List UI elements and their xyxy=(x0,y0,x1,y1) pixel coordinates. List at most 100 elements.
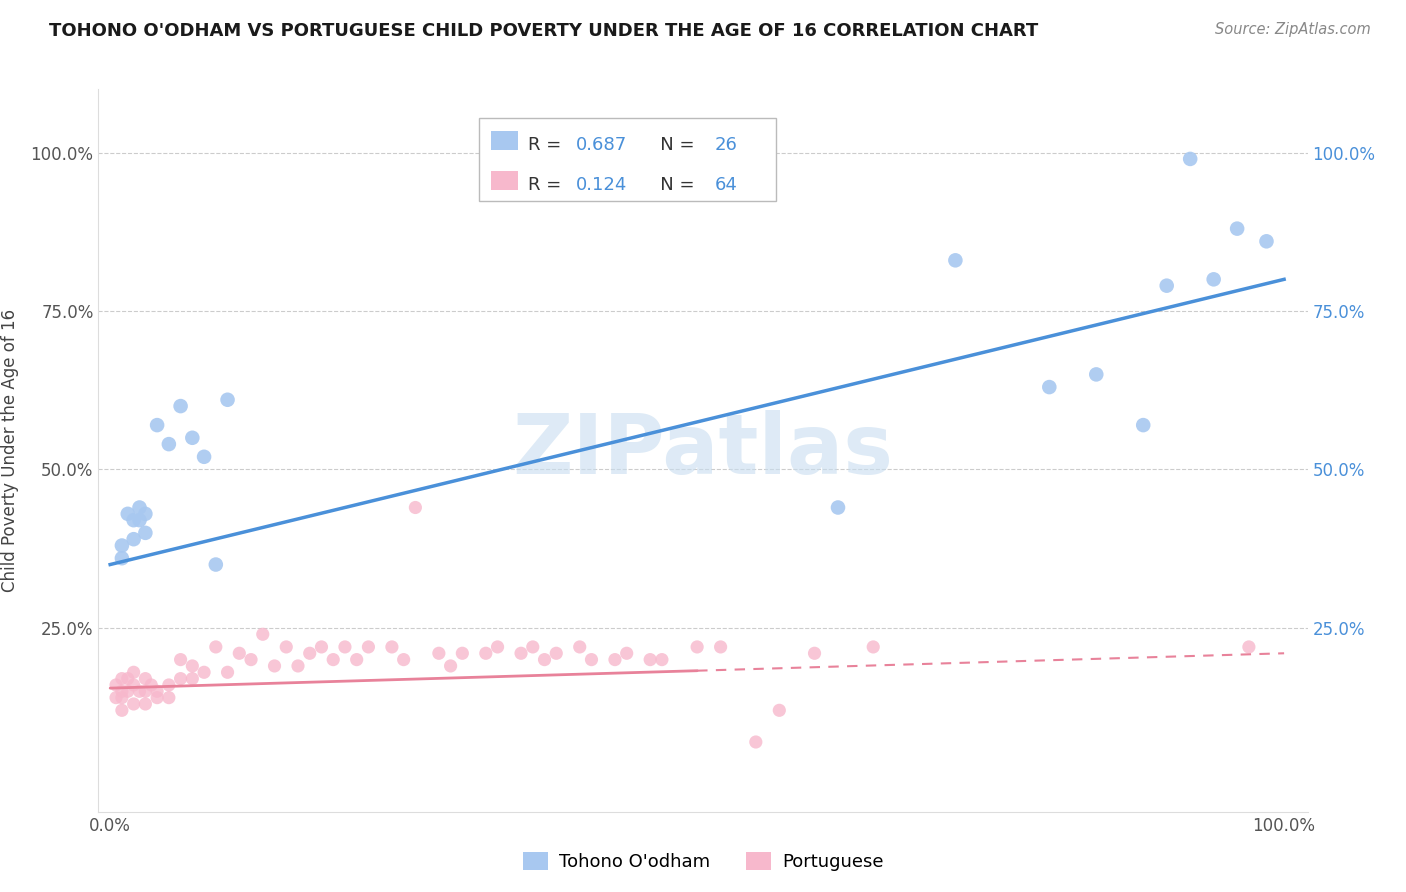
Point xyxy=(169,672,191,686)
Point xyxy=(603,652,626,666)
Point xyxy=(117,684,139,698)
Point xyxy=(157,678,180,692)
Point xyxy=(475,646,498,660)
Point xyxy=(287,659,309,673)
Text: 26: 26 xyxy=(716,136,738,153)
Point xyxy=(686,640,709,654)
Text: N =: N = xyxy=(643,136,700,153)
Point xyxy=(134,697,156,711)
Point xyxy=(510,646,533,660)
Legend: Tohono O'odham, Portuguese: Tohono O'odham, Portuguese xyxy=(515,846,891,879)
Point xyxy=(252,627,274,641)
Point xyxy=(181,431,204,445)
Point xyxy=(1132,418,1154,433)
Point xyxy=(146,690,169,705)
Point xyxy=(803,646,825,660)
Point xyxy=(522,640,544,654)
Text: R =: R = xyxy=(527,176,567,194)
Point xyxy=(298,646,321,660)
Point xyxy=(263,659,285,673)
Point xyxy=(181,672,204,686)
Point xyxy=(346,652,368,666)
Point xyxy=(111,672,134,686)
Point xyxy=(134,507,156,521)
Point xyxy=(169,652,191,666)
Point xyxy=(111,551,134,566)
Point xyxy=(204,640,226,654)
Point xyxy=(357,640,380,654)
Point xyxy=(134,525,156,540)
Point xyxy=(1226,221,1249,235)
Point xyxy=(217,665,239,680)
Point xyxy=(134,684,156,698)
Point xyxy=(616,646,638,660)
Point xyxy=(486,640,509,654)
Point xyxy=(1038,380,1060,394)
Point xyxy=(122,513,145,527)
Point xyxy=(392,652,415,666)
Point xyxy=(1156,278,1178,293)
Point xyxy=(439,659,461,673)
Point xyxy=(404,500,426,515)
Point xyxy=(117,672,139,686)
Text: Source: ZipAtlas.com: Source: ZipAtlas.com xyxy=(1215,22,1371,37)
Point xyxy=(193,450,215,464)
Point xyxy=(105,690,128,705)
Point xyxy=(181,659,204,673)
Y-axis label: Child Poverty Under the Age of 16: Child Poverty Under the Age of 16 xyxy=(1,309,20,592)
Point xyxy=(768,703,790,717)
Point xyxy=(111,703,134,717)
Point xyxy=(111,684,134,698)
Point xyxy=(193,665,215,680)
Point xyxy=(105,678,128,692)
Point xyxy=(276,640,298,654)
Point xyxy=(134,672,156,686)
Point xyxy=(111,690,134,705)
Point xyxy=(638,652,661,666)
Point xyxy=(240,652,263,666)
Point xyxy=(128,513,150,527)
FancyBboxPatch shape xyxy=(479,118,776,202)
Point xyxy=(581,652,603,666)
Point xyxy=(745,735,768,749)
Point xyxy=(333,640,356,654)
Point xyxy=(141,678,163,692)
Point xyxy=(1180,152,1202,166)
Point xyxy=(228,646,250,660)
Point xyxy=(1202,272,1225,286)
Point xyxy=(651,652,673,666)
Point xyxy=(146,684,169,698)
Point xyxy=(862,640,884,654)
Point xyxy=(710,640,733,654)
Point xyxy=(157,437,180,451)
Point xyxy=(381,640,404,654)
Point xyxy=(1237,640,1260,654)
Text: N =: N = xyxy=(643,176,700,194)
Point xyxy=(122,532,145,546)
FancyBboxPatch shape xyxy=(492,171,517,190)
Point xyxy=(451,646,474,660)
Point xyxy=(122,678,145,692)
Point xyxy=(311,640,333,654)
Point xyxy=(827,500,849,515)
Point xyxy=(128,500,150,515)
Point xyxy=(568,640,591,654)
Text: TOHONO O'ODHAM VS PORTUGUESE CHILD POVERTY UNDER THE AGE OF 16 CORRELATION CHART: TOHONO O'ODHAM VS PORTUGUESE CHILD POVER… xyxy=(49,22,1039,40)
Text: 0.687: 0.687 xyxy=(576,136,627,153)
Point xyxy=(122,697,145,711)
Point xyxy=(128,684,150,698)
Point xyxy=(533,652,555,666)
Point xyxy=(111,539,134,553)
Text: ZIPatlas: ZIPatlas xyxy=(513,410,893,491)
Point xyxy=(117,507,139,521)
Point xyxy=(146,418,169,433)
Text: 64: 64 xyxy=(716,176,738,194)
FancyBboxPatch shape xyxy=(492,131,517,151)
Point xyxy=(157,690,180,705)
Point xyxy=(546,646,568,660)
Point xyxy=(217,392,239,407)
Point xyxy=(122,665,145,680)
Point xyxy=(1085,368,1108,382)
Text: R =: R = xyxy=(527,136,567,153)
Point xyxy=(322,652,344,666)
